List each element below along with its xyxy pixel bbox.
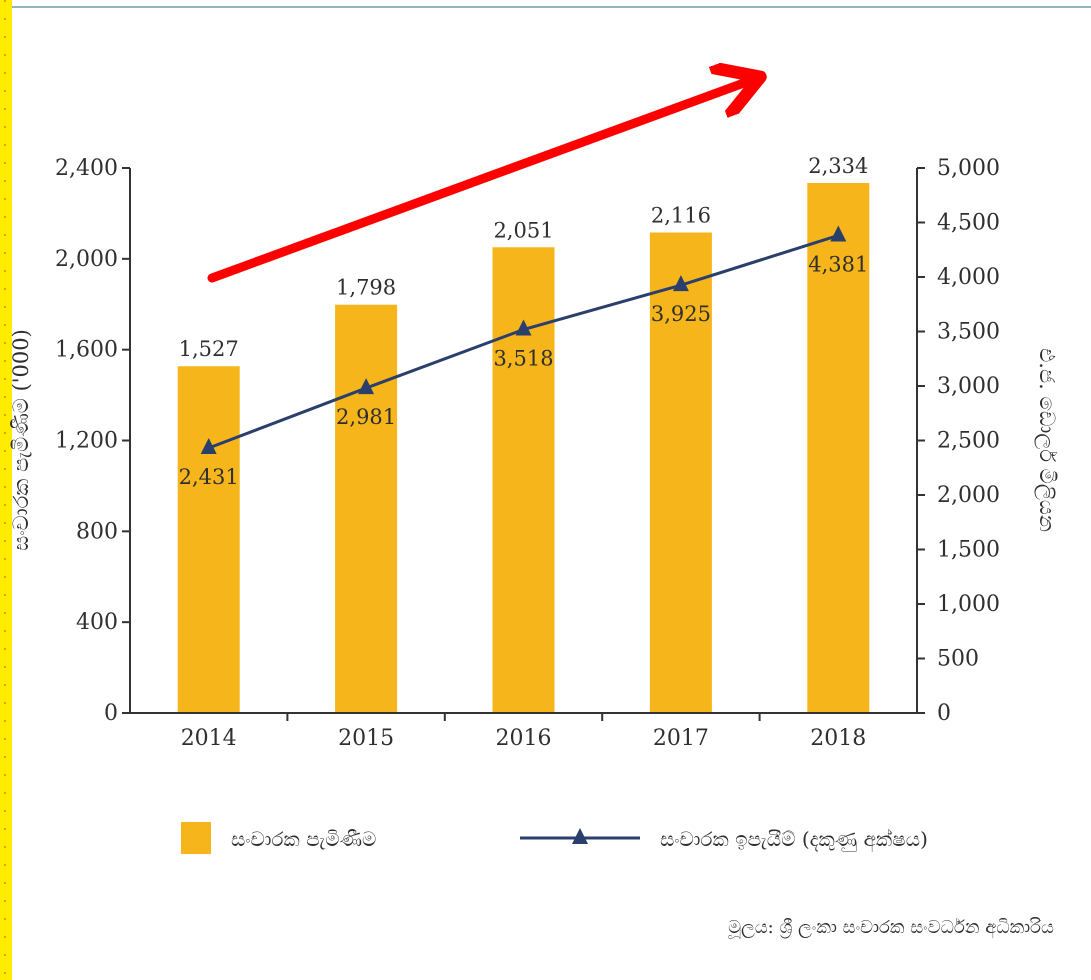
left-tick-label: 400 [76,610,118,635]
line-value-label: 3,925 [651,302,711,326]
bar-value-label: 2,116 [651,203,711,227]
right-tick-label: 1,500 [937,538,1000,563]
line-series: 2,431 2,981 3,518 3,925 4,381 [179,225,869,489]
bar-value-label: 1,798 [336,276,396,300]
left-tick-label: 0 [104,701,118,726]
right-tick-label: 4,500 [937,211,1000,236]
left-axis-ticks: 0 400 800 1,200 1,600 2,000 2,400 [55,156,130,726]
source-note: මූලය: ශ්‍රී ලංකා සංචාරක සංවර්ධන අධිකාරිය [728,917,1054,939]
bar-value-label: 2,334 [808,154,868,178]
left-tick-label: 800 [76,519,118,544]
line-value-label: 2,431 [179,465,239,489]
left-tick-label: 1,600 [55,338,118,363]
line-value-label: 2,981 [336,405,396,429]
x-tick-label: 2017 [653,726,709,751]
x-tick-label: 2018 [810,726,866,751]
top-rule-line [12,6,1091,8]
right-tick-label: 3,500 [937,320,1000,345]
axes: 0 400 800 1,200 1,600 2,000 2,400 0 500 1,000 1,5… [55,156,1000,751]
line-point [200,438,217,455]
bar [807,182,870,714]
legend: සංචාරක පැමිණීම සංචාරක ඉපැයීම් (දකුණු අක්… [181,822,928,854]
bar-value-label: 1,527 [179,337,239,361]
line-value-labels: 2,431 2,981 3,518 3,925 4,381 [179,252,869,489]
legend-bar-label: සංචාරක පැමිණීම [231,827,376,851]
right-tick-label: 3,000 [937,374,1000,399]
x-tick-label: 2014 [181,726,237,751]
left-tick-label: 2,400 [55,156,118,181]
left-tick-label: 2,000 [55,247,118,272]
line-point [830,225,847,242]
bar [649,232,712,713]
left-border-strip [0,0,12,980]
left-tick-label: 1,200 [55,429,118,454]
left-border-dots [4,0,6,980]
right-tick-label: 500 [937,647,979,672]
legend-bar-swatch [181,822,211,854]
right-tick-label: 1,000 [937,592,1000,617]
bar-value-labels: 1,527 1,798 2,051 2,116 2,334 [179,154,869,361]
legend-line-label: සංචාරක ඉපැයීම් (දකුණු අක්ෂය) [660,827,928,852]
line-markers [200,225,847,455]
bar [177,366,240,713]
line-point [358,378,375,395]
right-tick-label: 5,000 [937,156,1000,181]
red-trend-arrow [207,80,752,283]
bar-value-label: 2,051 [493,218,553,242]
right-tick-label: 2,500 [937,429,1000,454]
left-axis-title: සංචාරක පැමිණීම ('000) [9,329,33,551]
x-axis-ticks: 2014 2015 2016 2017 2018 [181,713,866,751]
right-axis-ticks: 0 500 1,000 1,500 2,000 2,500 3,000 3,500 4,000 4… [917,156,1000,726]
bar-series [177,182,870,714]
line-value-label: 3,518 [493,347,553,371]
right-tick-label: 4,000 [937,265,1000,290]
line-value-label: 4,381 [808,252,868,276]
x-tick-label: 2015 [338,726,394,751]
x-tick-label: 2016 [496,726,552,751]
bar [492,247,555,714]
line-point [515,319,532,336]
bar [335,304,398,713]
right-tick-label: 2,000 [937,483,1000,508]
right-tick-label: 0 [937,701,951,726]
right-axis-title: එ.ජ. ඩොලර් මිලියන [1034,348,1059,532]
line-point [672,275,689,292]
legend-line-marker [572,828,588,844]
